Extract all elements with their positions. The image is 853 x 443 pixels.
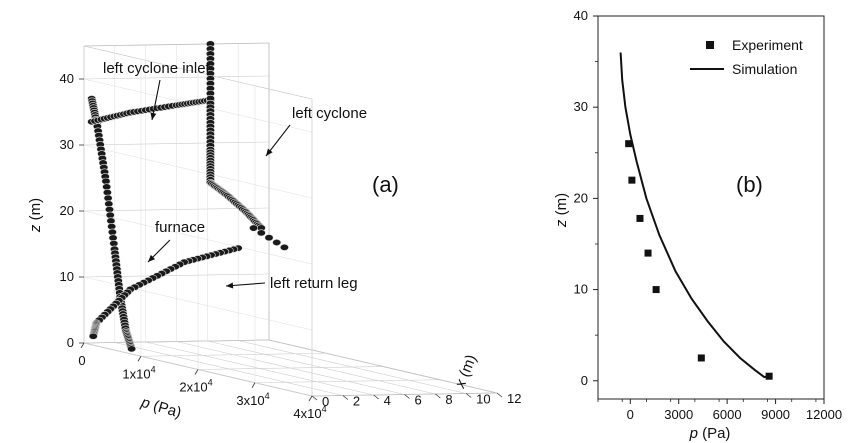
experiment-point [628, 176, 636, 184]
annotation-left-cyclone-inlet: left cyclone inlet [103, 60, 211, 77]
panel-b-frame [597, 15, 825, 400]
x-tick-mark [465, 393, 472, 398]
trajectory-point [249, 224, 259, 232]
z-tick-label: 30 [60, 137, 74, 152]
x-tick-label: 8 [445, 392, 452, 407]
legend-experiment-marker [706, 41, 714, 49]
grid-p-floor [83, 339, 270, 344]
trajectory-left-return-leg [88, 244, 243, 340]
trajectory-point [264, 234, 274, 242]
x-axis-label: x (m) [451, 352, 480, 391]
panel-label-a: (a) [372, 172, 399, 197]
p-tick-mark [251, 382, 256, 388]
trajectory-point [256, 229, 266, 237]
experiment-point [644, 249, 652, 257]
b-x-tick-label: 9000 [761, 407, 790, 422]
x-tick-mark [496, 392, 503, 398]
trajectory-left-cyclone [205, 40, 266, 232]
panel-a-grid [83, 42, 498, 397]
grid-p-floor [197, 366, 384, 370]
x-tick-label: 10 [476, 392, 490, 407]
p-tick-mark [308, 395, 313, 402]
legend-experiment-label: Experiment [732, 37, 803, 53]
b-x-axis-label: p (Pa) [689, 425, 731, 442]
x-tick-mark [342, 395, 349, 400]
b-x-tick-label: 3000 [664, 407, 693, 422]
p-tick-label: 3x104 [236, 391, 269, 408]
panel-a-points [87, 40, 289, 353]
simulation-line [619, 52, 770, 379]
z-tick-label: 20 [60, 203, 74, 218]
p-tick-mark [194, 369, 199, 375]
x-tick-mark [404, 394, 410, 399]
p-tick-label: 4x104 [293, 404, 326, 421]
annotation-furnace: furnace [155, 219, 205, 236]
trajectory-point [88, 332, 98, 340]
p-axis-label: p (Pa) [138, 394, 183, 422]
panel-a-3d-chart: 0 10 20 30 40 0 2 4 6 8 10 12 0 1x104 2x104 3x104 4x104 z… [27, 40, 521, 422]
grid-p-floor [140, 352, 327, 357]
b-x-tick-label: 12000 [806, 407, 842, 422]
annotation-arrowhead [150, 112, 157, 120]
p-tick-mark [137, 356, 142, 362]
z-axis-label: z (m) [27, 198, 44, 233]
x-tick-label: 0 [322, 394, 329, 409]
b-y-tick-label: 30 [574, 99, 588, 114]
x-tick-label: 6 [415, 393, 422, 408]
annotation-left-return-leg: left return leg [270, 275, 358, 292]
trajectory-point [279, 243, 289, 251]
grid-p-floor [254, 379, 441, 384]
panel-b-chart: 0 3000 6000 9000 12000 0 10 20 30 40 p (Pa) z (m) (b… [553, 8, 842, 442]
panel-b-ticks: 0 3000 6000 9000 12000 0 10 20 30 40 p (Pa) z (m) (b… [553, 8, 842, 442]
x-tick-label: 2 [353, 394, 360, 409]
z-tick-label: 0 [67, 335, 74, 350]
p-tick-label: 1x104 [122, 364, 155, 381]
b-y-tick-label: 20 [574, 190, 588, 205]
x-tick-label: 4 [384, 393, 391, 408]
p-tick-label: 0 [78, 353, 85, 368]
annotation-arrowhead [148, 254, 156, 262]
experiment-point [625, 140, 633, 148]
b-y-axis-label: z (m) [553, 193, 570, 228]
legend-simulation-label: Simulation [732, 61, 797, 77]
x-tick-mark [311, 395, 318, 401]
x-tick-mark [373, 394, 379, 400]
panel-label-b: (b) [736, 172, 763, 197]
b-x-tick-label: 6000 [713, 407, 742, 422]
panel-b-legend: Experiment Simulation [690, 37, 803, 77]
p-tick-label: 2x104 [179, 378, 212, 395]
experiment-point [652, 286, 660, 294]
panel-b-series [619, 52, 773, 380]
b-y-tick-label: 0 [581, 373, 588, 388]
annotation-arrowhead [226, 282, 234, 289]
b-y-tick-label: 40 [574, 8, 588, 23]
p-tick-mark [80, 342, 85, 349]
x-tick-mark [435, 393, 441, 399]
z-tick-label: 10 [60, 269, 74, 284]
trajectory-standpipe [249, 224, 289, 251]
experiment-point [697, 354, 705, 362]
b-x-tick-label: 0 [627, 407, 634, 422]
trajectory-point [127, 345, 137, 353]
experiment-point [765, 372, 773, 380]
annotation-left-cyclone: left cyclone [292, 105, 367, 122]
trajectory-left-cyclone-inlet [87, 96, 215, 126]
annotation-arrowhead [266, 148, 273, 156]
experiment-point [636, 214, 644, 222]
x-tick-label: 12 [507, 391, 521, 406]
b-y-tick-label: 10 [574, 282, 588, 297]
panel-a-annotations: left cyclone inlet left cyclone furnace lef… [103, 60, 399, 292]
trajectory-point [272, 239, 282, 247]
z-tick-label: 40 [60, 71, 74, 86]
